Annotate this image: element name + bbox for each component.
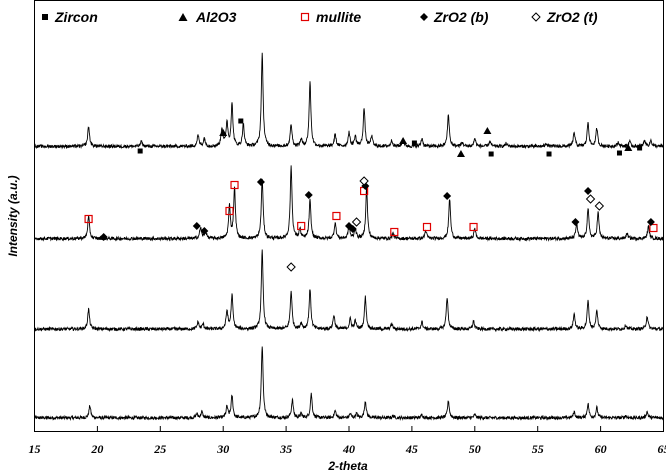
mullite-marker (84, 214, 93, 224)
zircon-marker (488, 151, 494, 157)
legend-label-mullite: mullite (316, 9, 361, 25)
mullite-marker (390, 227, 399, 237)
zro2-t-marker (594, 201, 605, 211)
mullite-marker (225, 206, 234, 216)
x-tick-label: 60 (595, 442, 607, 456)
zro2-t-marker (351, 217, 362, 227)
zro2-b-marker (304, 191, 313, 199)
traces (34, 52, 664, 422)
zircon-marker (637, 145, 643, 151)
zro2-b-marker (256, 178, 265, 186)
zro2-b-marker (99, 233, 108, 241)
al2o3-marker (483, 127, 492, 134)
x-tick-label: 15 (29, 442, 41, 456)
zro2-t-marker (359, 176, 369, 186)
x-tick-label: 30 (216, 442, 229, 456)
mullite-marker (332, 211, 341, 221)
legend-symbol-zro2-t (531, 12, 541, 22)
zircon-marker (411, 140, 417, 146)
zro2-b-marker (192, 222, 201, 230)
zircon-marker (616, 150, 622, 156)
zro2-b-marker (584, 187, 593, 195)
zircon-marker (546, 151, 552, 157)
phase-markers (84, 118, 658, 272)
x-tick-label: 65 (658, 442, 666, 456)
legend-symbol-zro2-b (420, 13, 428, 21)
mullite-marker (649, 223, 658, 233)
x-axis-title: 2-theta (327, 459, 368, 473)
zro2-t-marker (286, 262, 296, 272)
x-tick-label: 35 (279, 442, 292, 456)
mullite-marker (422, 222, 432, 232)
mullite-marker (469, 222, 478, 232)
x-tick-label: 50 (469, 442, 481, 456)
zro2-b-marker (443, 192, 452, 200)
zro2-b-marker (646, 218, 655, 226)
al2o3-marker (219, 129, 228, 136)
zircon-marker (137, 148, 143, 154)
x-axis: 15 20 25 30 35 40 45 50 55 60 65 (29, 426, 666, 456)
x-tick-label: 20 (90, 442, 103, 456)
legend-symbol-zircon (42, 14, 48, 20)
xrd-trace-2 (34, 249, 664, 333)
x-tick-label: 55 (532, 442, 544, 456)
al2o3-marker (456, 150, 465, 157)
legend-symbol-al2o3 (178, 13, 188, 21)
legend: Zircon Al2O3 mullite ZrO2 (b) ZrO2 (t) (42, 9, 598, 25)
legend-label-zircon: Zircon (54, 9, 98, 25)
zro2-b-marker (200, 227, 209, 235)
legend-label-zro2-b: ZrO2 (b) (433, 9, 489, 25)
x-tick-label: 45 (405, 442, 418, 456)
zro2-t-marker (585, 194, 596, 204)
x-tick-label: 40 (342, 442, 355, 456)
mullite-marker (297, 221, 306, 231)
y-axis-title: Intensity (a.u.) (6, 175, 20, 256)
legend-symbol-mullite (300, 12, 310, 22)
legend-label-al2o3: Al2O3 (195, 9, 237, 25)
mullite-marker (230, 180, 239, 190)
zircon-marker (238, 118, 244, 124)
zro2-b-marker (348, 225, 357, 233)
al2o3-marker (399, 137, 408, 144)
plot-frame (34, 0, 664, 432)
xrd-trace-4 (34, 52, 664, 150)
xrd-trace-1 (34, 346, 664, 422)
al2o3-marker (624, 144, 633, 151)
legend-label-zro2-t: ZrO2 (t) (546, 9, 598, 25)
zro2-b-marker (571, 218, 580, 226)
x-tick-label: 25 (153, 442, 166, 456)
